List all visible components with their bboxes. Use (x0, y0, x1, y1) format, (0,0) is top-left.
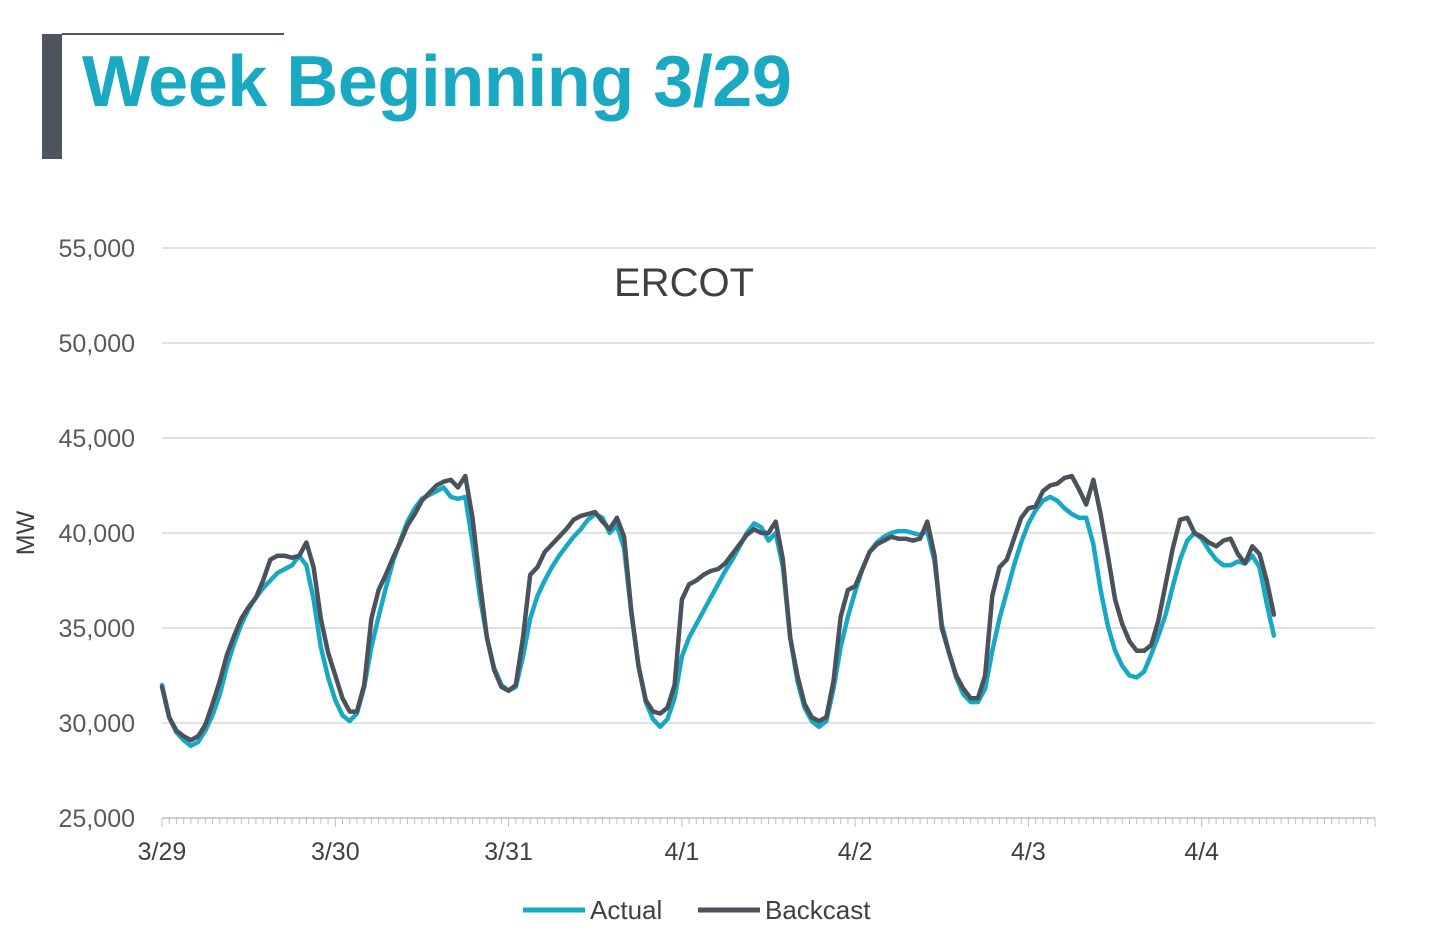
y-tick-label: 55,000 (59, 235, 135, 263)
y-tick-label: 35,000 (59, 615, 135, 643)
y-tick-label: 25,000 (59, 805, 135, 833)
x-tick-label: 4/4 (1184, 838, 1219, 866)
title-accent-bar (42, 34, 62, 159)
gridlines (162, 247, 1375, 724)
series-line-actual (159, 485, 1277, 749)
y-tick-label: 45,000 (59, 425, 135, 453)
legend-label-actual: Actual (590, 895, 662, 925)
y-tick-label: 40,000 (59, 520, 135, 548)
x-tick-label: 3/30 (311, 838, 360, 866)
x-tick-label: 4/1 (664, 838, 699, 866)
x-tick-label: 4/2 (838, 838, 873, 866)
series-line-backcast (159, 473, 1277, 743)
y-tick-label: 30,000 (59, 710, 135, 738)
y-axis-label: MW (12, 510, 40, 555)
legend: Actual Backcast (523, 895, 871, 925)
page-title: Week Beginning 3/29 (82, 42, 792, 122)
chart-title: ERCOT (614, 261, 754, 305)
x-tick-label: 4/3 (1011, 838, 1046, 866)
x-axis: 3/29 3/30 3/31 4/1 4/2 4/3 4/4 (138, 817, 1376, 866)
legend-label-backcast: Backcast (765, 895, 871, 925)
y-axis-ticks: 25,000 30,000 35,000 40,000 45,000 50,000 55,0… (59, 235, 135, 833)
series-lines (159, 473, 1277, 749)
y-tick-label: 50,000 (59, 330, 135, 358)
x-tick-label: 3/29 (138, 838, 187, 866)
x-tick-label: 3/31 (484, 838, 533, 866)
title-accent-rule (62, 33, 284, 35)
